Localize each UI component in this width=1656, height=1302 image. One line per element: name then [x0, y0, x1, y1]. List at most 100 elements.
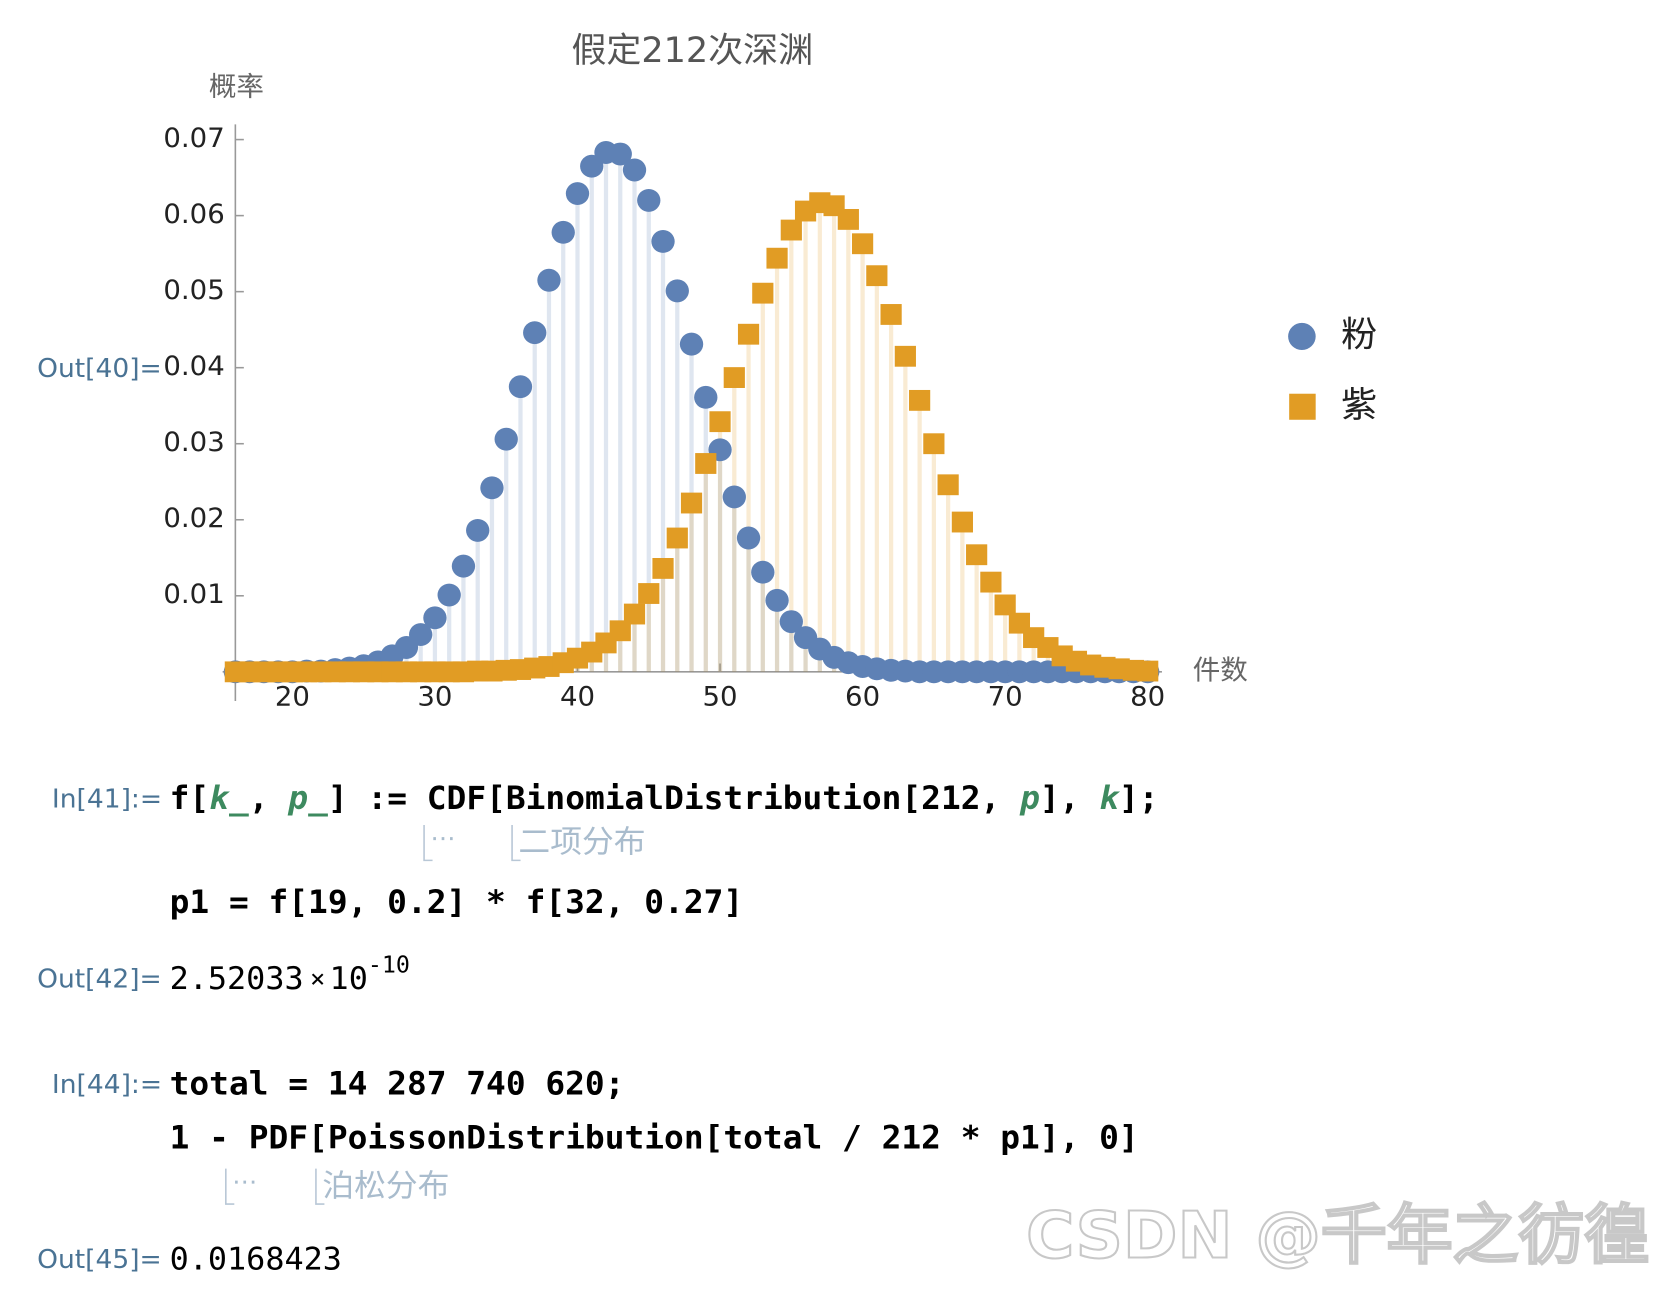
x-tick-label: 80	[1130, 682, 1165, 713]
point	[766, 247, 788, 269]
legend-label: 紫	[1341, 385, 1377, 426]
y-tick-label: 0.05	[163, 275, 224, 306]
x-tick-label: 70	[988, 682, 1023, 713]
y-tick-label: 0.04	[163, 351, 224, 382]
exponent: -10	[368, 952, 410, 978]
y-tick-label: 0.02	[163, 503, 224, 534]
y-tick-label: 0.01	[163, 579, 224, 610]
output: 0.0168423	[170, 1242, 342, 1278]
x-tick-label: 40	[560, 682, 595, 713]
x-tick-label: 30	[417, 682, 452, 713]
point	[866, 265, 888, 287]
legend-marker	[1288, 322, 1316, 350]
point	[638, 583, 660, 604]
point	[723, 367, 745, 388]
code-token: 1 - PDF[PoissonDistribution[total / 212 …	[170, 1119, 1139, 1157]
point	[966, 544, 988, 566]
code-line: p1 = f[19, 0.2] * f[32, 0.27]	[170, 883, 744, 921]
code-token: p	[1019, 779, 1040, 817]
point	[779, 610, 803, 634]
point	[951, 511, 973, 533]
cell-label: In[44]:=	[52, 1070, 162, 1100]
point	[637, 188, 661, 212]
point	[679, 332, 704, 356]
point	[508, 375, 533, 399]
hint-bracket	[423, 824, 433, 862]
point	[737, 323, 760, 345]
hint-text: 二项分布	[518, 825, 645, 861]
y-tick-label: 0.07	[163, 123, 224, 154]
point	[722, 485, 746, 509]
y-tick-label: 0.03	[163, 427, 224, 458]
watermark: CSDN @千年之彷徨	[1026, 1199, 1649, 1273]
point	[409, 623, 433, 647]
legend-marker	[1289, 393, 1316, 420]
code-token: total = 14 287 740 620;	[170, 1065, 625, 1103]
code-token: ];	[1119, 779, 1159, 817]
point	[665, 279, 689, 303]
point	[565, 182, 590, 206]
point	[609, 620, 631, 642]
cell-label: Out[45]=	[37, 1245, 162, 1275]
times: ×	[310, 964, 325, 993]
point	[1137, 660, 1159, 682]
hint-dots: ⋯	[430, 824, 455, 853]
point	[751, 560, 775, 584]
code-token: p1 = f[19, 0.2] * f[32, 0.27]	[170, 883, 744, 921]
code-line: f[k_, p_] := CDF[BinomialDistribution[21…	[170, 779, 1159, 817]
point	[608, 142, 632, 166]
code-token: k_	[209, 779, 249, 817]
point	[480, 476, 504, 500]
code-token: ] := CDF[BinomialDistribution[212,	[328, 779, 1020, 817]
hint-dots: ⋯	[232, 1167, 257, 1196]
point	[765, 588, 789, 612]
chart-title: 假定212次深渊	[571, 31, 813, 71]
base: 10	[330, 961, 368, 997]
output: 2.52033 × 10-10	[170, 952, 410, 997]
point	[752, 282, 774, 304]
point	[894, 345, 916, 367]
x-axis-label: 件数	[1193, 655, 1248, 686]
code-token: ],	[1040, 779, 1099, 817]
point	[651, 230, 675, 253]
point	[837, 208, 859, 230]
code-line: 1 - PDF[PoissonDistribution[total / 212 …	[170, 1119, 1139, 1157]
point	[437, 583, 461, 607]
point	[423, 606, 447, 630]
point	[494, 427, 518, 451]
cell-label: In[41]:=	[52, 785, 162, 815]
hint-bracket	[511, 824, 521, 862]
y-tick-label: 0.06	[163, 199, 224, 230]
point	[652, 558, 674, 579]
point	[451, 554, 476, 578]
code-line: total = 14 287 740 620;	[170, 1065, 625, 1103]
cell-label: Out[40]=	[37, 354, 162, 384]
code-token: p_	[287, 779, 328, 817]
point	[909, 389, 931, 411]
point	[580, 154, 604, 178]
point	[680, 492, 703, 514]
point	[466, 518, 490, 542]
point	[780, 219, 802, 241]
point	[923, 433, 945, 455]
point	[694, 385, 718, 409]
point	[695, 453, 717, 474]
mantissa: 2.52033	[170, 961, 304, 997]
point	[736, 526, 761, 550]
hint-text: 泊松分布	[322, 1169, 449, 1205]
cell-label: Out[42]=	[37, 965, 162, 995]
y-axis-label: 概率	[209, 72, 264, 103]
point	[537, 268, 561, 292]
point	[622, 158, 647, 182]
point	[994, 594, 1016, 616]
point	[980, 571, 1002, 593]
point	[523, 321, 547, 345]
code-token: k	[1099, 779, 1120, 817]
x-tick-label: 50	[703, 682, 738, 713]
legend-label: 粉	[1341, 315, 1377, 356]
point	[880, 304, 902, 325]
point	[666, 527, 688, 549]
point	[851, 233, 874, 255]
